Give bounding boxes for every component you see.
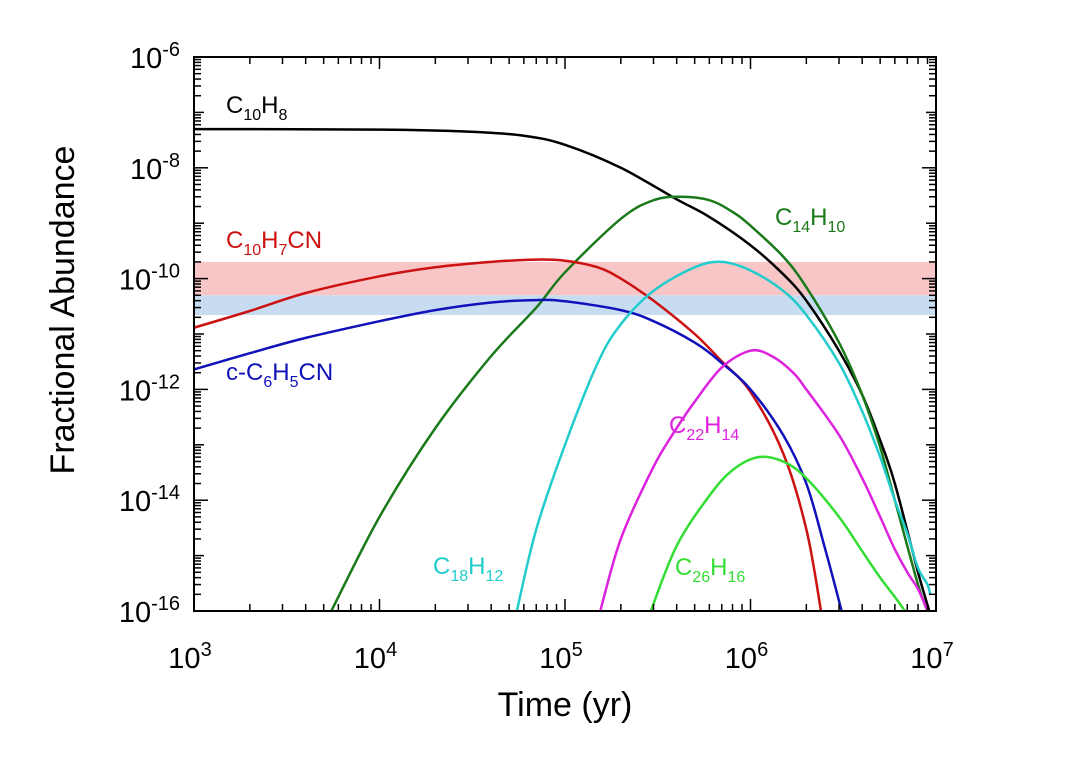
abundance-bands (194, 261, 936, 316)
series-line-6 (649, 455, 906, 611)
series-label: C26H16 (675, 554, 745, 586)
x-tick-label: 105 (539, 639, 582, 675)
series-line-2 (194, 258, 823, 611)
x-tick-label: 103 (168, 639, 211, 675)
series-lines (194, 127, 932, 611)
x-tick-label: 104 (354, 639, 397, 675)
series-label: c-C6H5CN (226, 359, 333, 391)
series-label: C10H8 (226, 92, 287, 124)
band-1 (194, 295, 936, 316)
plot-frame (193, 56, 937, 612)
x-axis-title: Time (yr) (498, 686, 633, 724)
tick-labels: 103 104 105 106 107 10-6 10-8 10-10 10-12 10-14 10… (119, 39, 954, 675)
y-tick-label: 10-6 (130, 39, 180, 75)
series-line-4 (515, 260, 932, 611)
x-tick-label: 106 (725, 639, 768, 675)
series-label: C10H7CN (226, 227, 322, 259)
series-line-3 (194, 298, 843, 611)
y-tick-label: 10-14 (119, 482, 180, 518)
y-tick-label: 10-10 (119, 261, 180, 297)
y-tick-label: 10-12 (119, 371, 180, 407)
series-label: C18H12 (433, 553, 503, 585)
x-tick-label: 107 (910, 639, 953, 675)
series-label: C14H10 (775, 204, 845, 236)
band-0 (194, 261, 936, 296)
series-line-1 (330, 195, 929, 611)
series-line-5 (599, 348, 929, 611)
y-tick-label: 10-8 (130, 150, 180, 186)
tick-marks (193, 56, 937, 612)
series-line-0 (194, 127, 931, 611)
y-tick-label: 10-16 (119, 593, 180, 629)
series-label: C22H14 (669, 412, 739, 444)
y-axis-title: Fractional Abundance (44, 146, 82, 475)
series-labels: C10H8 C14H10 C10H7CN c-C6H5CN C18H12 C22H14 C2… (226, 92, 845, 586)
